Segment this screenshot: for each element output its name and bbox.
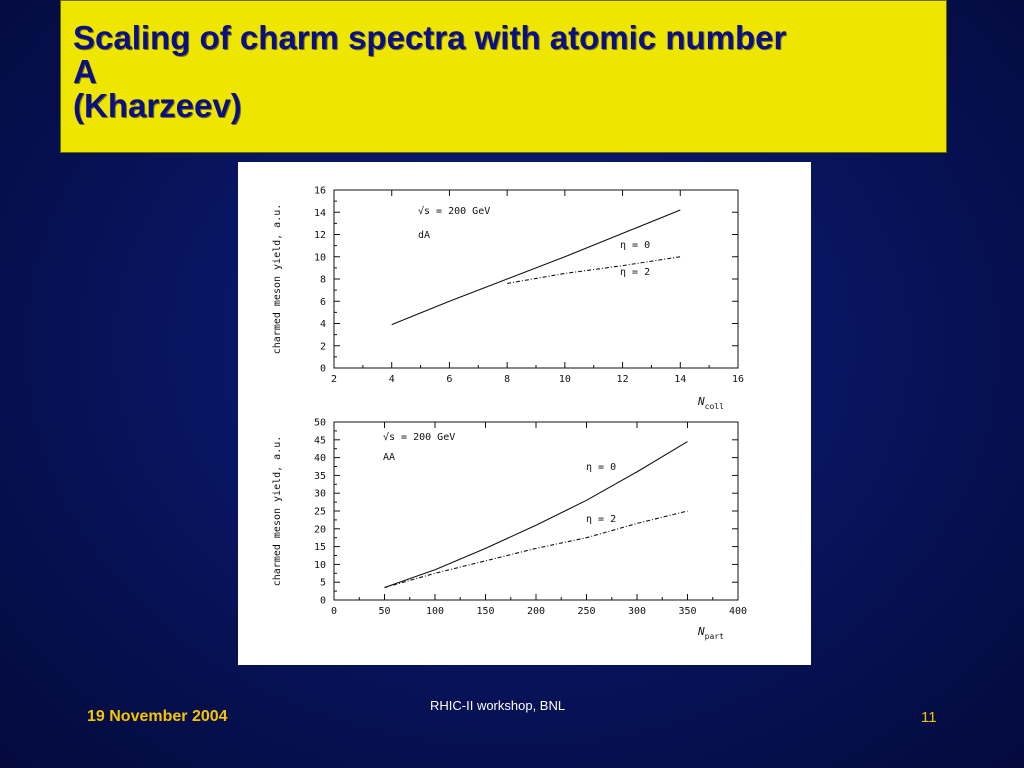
y-tick-label: 10 (314, 252, 326, 263)
x-tick-label: 12 (617, 374, 629, 385)
y-tick-label: 15 (314, 542, 326, 553)
y-tick-label: 10 (314, 560, 326, 571)
y-tick-label: 6 (320, 297, 326, 308)
y-tick-label: 16 (314, 186, 326, 197)
x-tick-label: 4 (389, 374, 395, 385)
series-label: η = 2 (586, 514, 616, 525)
x-tick-label: 100 (426, 606, 444, 617)
x-tick-label: 300 (628, 606, 646, 617)
x-tick-label: 50 (378, 606, 390, 617)
y-tick-label: 45 (314, 435, 326, 446)
y-tick-label: 30 (314, 489, 326, 500)
series-label: η = 2 (620, 267, 650, 278)
x-tick-label: 14 (674, 374, 686, 385)
y-tick-label: 50 (314, 418, 326, 429)
chart-annotation: AA (383, 452, 395, 463)
chart-annotation: √s = 200 GeV (418, 205, 490, 217)
footer-center: RHIC-II workshop, BNL (430, 698, 566, 713)
x-tick-label: 8 (504, 374, 510, 385)
title-line-3: (Kharzeev) (73, 87, 242, 124)
title-line-1: Scaling of charm spectra with atomic num… (73, 19, 787, 56)
y-tick-label: 35 (314, 471, 326, 482)
y-tick-label: 14 (314, 208, 326, 219)
y-axis-label: charmed meson yield, a.u. (272, 204, 283, 355)
chart-2: 0 50 100 150 200 250 300 350 400 0 5 10 15 20 25 30 35 40… (272, 418, 747, 642)
x-tick-label: 250 (577, 606, 595, 617)
y-tick-label: 5 (320, 578, 326, 589)
x-tick-label: 0 (331, 606, 337, 617)
chart-annotation: √s = 200 GeV (383, 431, 455, 443)
y-tick-label: 25 (314, 507, 326, 518)
page-number: 11 (921, 709, 937, 726)
x-tick-label: 16 (732, 374, 744, 385)
chart-annotation: dA (418, 230, 430, 241)
x-tick-label: 150 (476, 606, 494, 617)
plot-frame (333, 421, 739, 601)
series-line-eta-0 (391, 209, 681, 326)
x-axis-label: Ncoll (697, 395, 724, 411)
x-tick-label: 10 (559, 374, 571, 385)
x-tick-label: 200 (527, 606, 545, 617)
title-line-2: A (73, 53, 97, 90)
series-line-eta-0 (384, 441, 688, 589)
y-tick-label: 8 (320, 275, 326, 286)
series-label: η = 0 (586, 462, 616, 473)
y-tick-label: 40 (314, 453, 326, 464)
y-tick-label: 12 (314, 230, 326, 241)
x-tick-label: 400 (729, 606, 747, 617)
y-tick-label: 4 (320, 319, 326, 330)
y-axis-label: charmed meson yield, a.u. (272, 436, 283, 587)
x-tick-label: 2 (331, 374, 337, 385)
figure-panel: 2 4 6 8 10 12 14 16 0 2 4 6 8 10 12 14 16 charmed meson y… (238, 162, 811, 665)
x-tick-label: 6 (446, 374, 452, 385)
y-tick-label: 0 (320, 596, 326, 607)
footer-date: 19 November 2004 (87, 708, 228, 725)
y-tick-label: 20 (314, 524, 326, 535)
title-box: Scaling of charm spectra with atomic num… (60, 0, 947, 153)
series-line-eta-2 (384, 510, 688, 589)
series-label: η = 0 (620, 240, 650, 251)
x-tick-label: 350 (678, 606, 696, 617)
y-tick-label: 2 (320, 341, 326, 352)
x-axis-label: Npart (697, 625, 724, 641)
slide-title: Scaling of charm spectra with atomic num… (73, 21, 786, 123)
y-tick-label: 0 (320, 364, 326, 375)
series-line-eta-2 (507, 256, 681, 284)
